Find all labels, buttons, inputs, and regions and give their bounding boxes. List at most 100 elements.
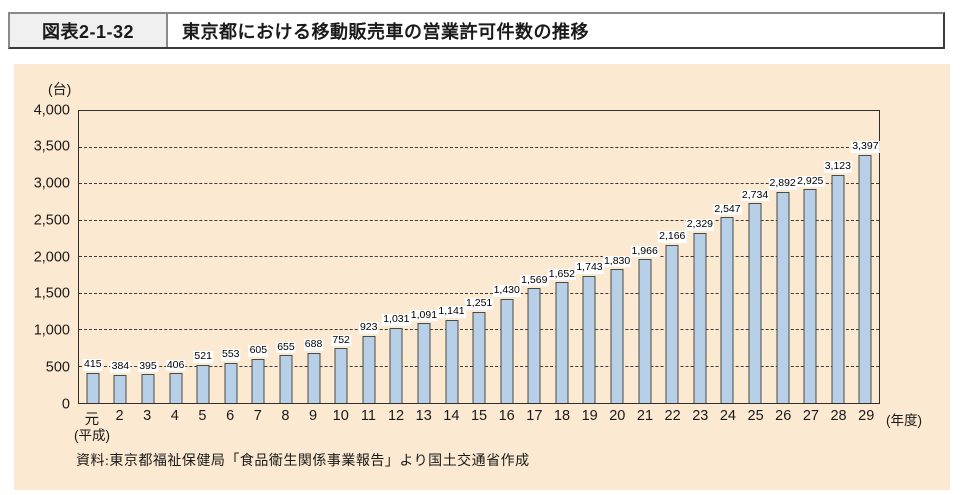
bar-column: 1,830: [602, 111, 632, 403]
figure-number-label: 図表2-1-32: [10, 14, 168, 47]
x-tick-label: 5: [198, 408, 207, 424]
y-tick-label: 4,000: [33, 101, 70, 118]
x-tick-label: 14: [443, 408, 460, 424]
bar-value-label: 2,329: [685, 218, 714, 231]
bar: [638, 259, 652, 403]
y-tick-label: 3,500: [33, 138, 70, 155]
chart-panel: (台) 0 500 1,000 1,500 2,000 2,500 3,000 3,500 4,…: [14, 64, 950, 490]
bar-column: 1,569: [520, 111, 549, 403]
bar-value-label: 553: [221, 348, 241, 361]
bar-value-label: 1,091: [409, 308, 439, 322]
bar: [251, 358, 265, 403]
x-tick-label: 9: [309, 408, 318, 424]
y-axis-unit-label: (台): [48, 81, 72, 97]
plot-area: 415 384 395 406 521 553 605 655 688 752 923 1,031 1,…: [78, 110, 880, 404]
bar: [748, 203, 762, 403]
x-tick-label: 25: [747, 408, 764, 424]
x-tick-label: 11: [360, 408, 376, 424]
bar: [610, 269, 624, 403]
bar-column: 655: [272, 111, 300, 403]
bar-column: 406: [162, 111, 190, 403]
bar-column: 2,734: [740, 111, 770, 403]
x-tick-label: 13: [415, 408, 432, 424]
bar-column: 923: [355, 111, 383, 403]
figure-header: 図表2-1-32 東京都における移動販売車の営業許可件数の推移: [8, 12, 945, 49]
x-tick-label: 24: [719, 408, 736, 424]
bar-value-label: 415: [83, 358, 103, 371]
bar-column: 3,397: [851, 111, 880, 403]
x-tick-label: 21: [636, 408, 654, 424]
bar-value-label: 1,430: [492, 284, 521, 297]
bar: [362, 335, 376, 403]
bar-value-label: 521: [193, 350, 213, 363]
y-tick-label: 2,000: [33, 248, 70, 265]
bar: [86, 372, 100, 403]
bar-value-label: 655: [276, 340, 296, 354]
x-tick-label: 18: [553, 408, 571, 424]
y-tick-label: 0: [61, 395, 70, 412]
bar-value-label: 923: [358, 321, 379, 334]
bar-value-label: 1,652: [547, 267, 577, 281]
bar-column: 2,166: [658, 111, 687, 403]
y-tick-label: 3,000: [33, 175, 70, 192]
bar: [417, 323, 431, 403]
bar-column: 1,652: [547, 111, 577, 403]
bar-value-label: 1,966: [630, 244, 659, 258]
x-tick-label: 7: [253, 408, 262, 424]
bar-value-label: 1,141: [437, 305, 466, 318]
x-tick-label: 16: [498, 408, 515, 424]
x-tick-label: 8: [281, 408, 290, 424]
y-tick-label: 2,500: [33, 212, 70, 228]
bar-column: 1,091: [409, 111, 439, 403]
x-axis-labels: 元 2 3 4 5 6 7 8 9 10 11 12 13 14 15 16 17 18 19 20 21 22 23 24 2…: [78, 408, 880, 429]
x-tick-label: 17: [526, 408, 543, 424]
bar-value-label: 2,547: [713, 202, 742, 216]
x-tick-label: 28: [830, 408, 847, 424]
bar-value-label: 3,397: [851, 140, 880, 154]
bar: [858, 155, 872, 403]
gridline: [79, 146, 879, 148]
x-tick-label: 2: [115, 408, 124, 424]
bar-column: 553: [217, 111, 245, 403]
x-tick-label: 22: [664, 408, 681, 424]
bar-value-label: 406: [165, 358, 186, 372]
bar-value-label: 605: [248, 344, 269, 357]
bar-column: 2,547: [713, 111, 742, 403]
x-tick-label: 10: [332, 408, 349, 424]
x-tick-label: 3: [143, 408, 152, 424]
gridline: [79, 183, 879, 184]
bar: [500, 298, 514, 403]
bar: [113, 374, 127, 403]
x-tick-label: 26: [775, 408, 792, 424]
bar: [196, 364, 210, 403]
bar-column: 3,123: [823, 111, 852, 403]
bar-value-label: 1,031: [382, 313, 411, 326]
source-note: 資料:東京都福祉保健局「食品衛生関係事業報告」より国土交通省作成: [76, 454, 530, 469]
bar: [472, 311, 486, 403]
bar-value-label: 1,569: [520, 273, 549, 287]
x-tick-label: 4: [170, 408, 179, 424]
x-tick-label: 12: [387, 408, 405, 424]
x-tick-label: 27: [802, 408, 819, 424]
bar-column: 2,925: [796, 111, 825, 403]
bar-value-label: 1,251: [464, 297, 494, 310]
x-tick-label: 15: [470, 408, 488, 424]
x-tick-label: 19: [581, 408, 598, 424]
bar: [334, 348, 348, 403]
bar-value-label: 384: [110, 360, 131, 373]
bar: [279, 355, 293, 403]
bar-column: 1,743: [575, 111, 604, 403]
bar: [307, 352, 321, 403]
bar-value-label: 2,892: [768, 177, 797, 190]
bar: [169, 373, 183, 403]
bar: [445, 319, 459, 403]
bar: [389, 327, 403, 403]
bar-column: 688: [300, 111, 328, 403]
bar-value-label: 2,734: [740, 188, 770, 202]
bar: [582, 275, 596, 403]
bar-value-label: 395: [138, 359, 158, 373]
bar-column: 1,251: [464, 111, 494, 403]
bar-column: 521: [189, 111, 217, 403]
y-tick-label: 1,500: [33, 285, 70, 302]
bar-column: 752: [327, 111, 355, 403]
